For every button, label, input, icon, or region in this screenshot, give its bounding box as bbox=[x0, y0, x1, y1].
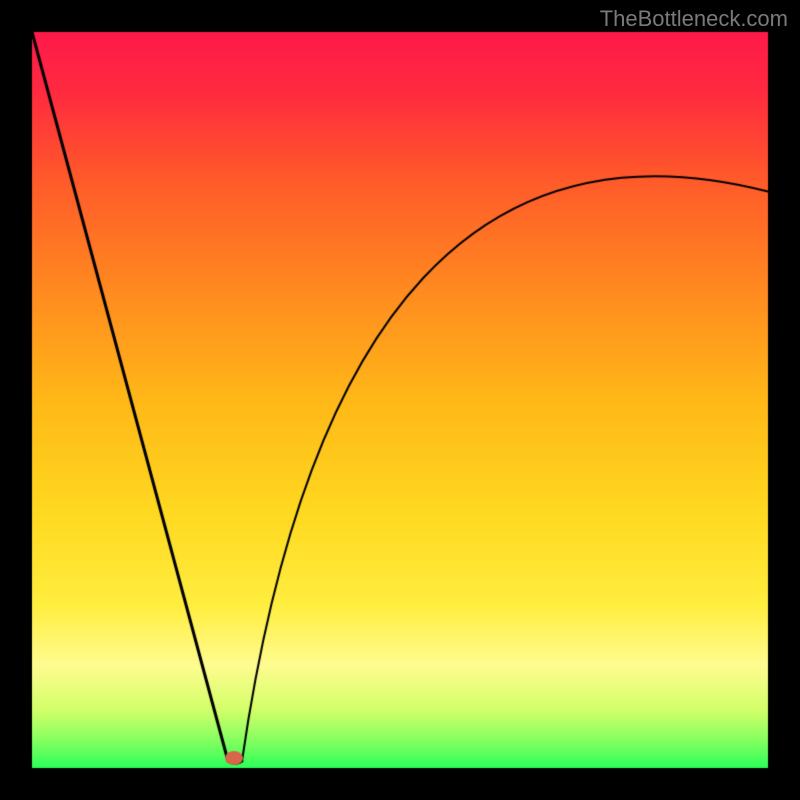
bottleneck-chart: TheBottleneck.com bbox=[0, 0, 800, 800]
credit-watermark: TheBottleneck.com bbox=[600, 6, 788, 32]
chart-canvas bbox=[0, 0, 800, 800]
